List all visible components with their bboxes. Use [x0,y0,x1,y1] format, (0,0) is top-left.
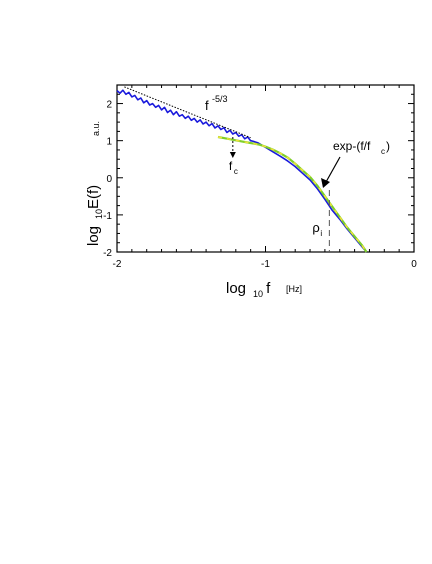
fit-arrow-line [325,156,341,183]
rho-base: ρ [312,220,319,235]
x-axis-label: log 10 f [Hz] [226,280,302,299]
y-tick-label: 0 [106,174,112,185]
fit-arrow-head [321,178,330,188]
tick-labels: -2 -1 0 -2 -1 0 1 2 [103,100,417,270]
y-axis-label: log 10 E(f) a.u. [85,121,104,246]
xlabel-main: log [226,280,246,297]
plot-frame [116,84,415,253]
cutoff-annotation: f c [229,137,238,176]
y-tick-label: 2 [106,100,112,111]
rho-sub: i [320,229,322,238]
powerlaw-annotation: f -5/3 [205,94,228,113]
cutoff-base: f [229,159,233,173]
fit-label-sub: c [381,147,385,156]
fit-annotation: exp-(f/f c ) [321,139,390,188]
y-tick-label: -1 [103,211,112,222]
powerlaw-base: f [205,98,209,113]
cutoff-sub: c [234,167,238,176]
xlabel-unit: [Hz] [286,284,302,294]
series-layer [116,86,368,253]
x-tick-label: -1 [261,259,270,270]
fit-line-green [217,135,368,253]
ylabel-main: log [85,226,102,246]
xlabel-tail: f [262,280,271,297]
y-tick-label: -2 [103,248,112,259]
fit-label-close: ) [386,139,390,153]
ylabel-sub: 10 [94,209,104,219]
y-tick-label: 1 [106,137,112,148]
powerlaw-guide-line [124,86,251,139]
fit-line-yellow-dash [217,136,368,253]
powerlaw-sup: -5/3 [212,94,228,104]
ylabel-tail: E(f) [85,185,102,209]
fit-label-main: exp-(f/f [333,139,371,153]
x-tick-label: 0 [411,259,417,270]
ylabel-unit: a.u. [91,121,101,136]
rho-annotation: ρ i [312,190,330,252]
cutoff-arrow-head [229,152,236,158]
x-tick-label: -2 [113,259,122,270]
xlabel-sub: 10 [253,289,263,299]
spectrum-line [116,89,368,253]
